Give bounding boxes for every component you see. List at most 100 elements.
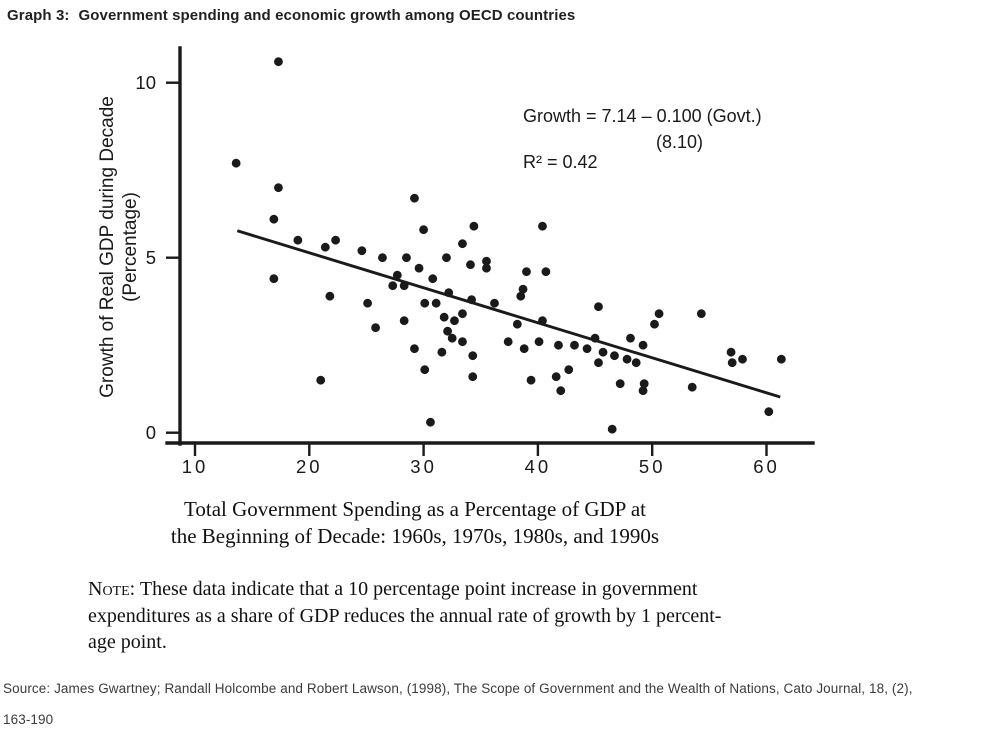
data-point bbox=[654, 309, 664, 319]
y-tick-label: 10 bbox=[135, 72, 156, 93]
data-point bbox=[776, 354, 786, 364]
x-axis-title-line-2: the Beginning of Decade: 1960s, 1970s, 1… bbox=[170, 524, 660, 548]
data-point bbox=[570, 340, 579, 350]
y-axis-title-line-2: (Percentage) bbox=[120, 192, 141, 302]
data-point bbox=[764, 407, 774, 417]
data-point bbox=[325, 291, 335, 301]
data-point bbox=[522, 267, 531, 277]
data-point bbox=[466, 260, 475, 270]
data-point bbox=[444, 288, 454, 298]
data-point bbox=[469, 221, 479, 231]
data-point bbox=[363, 298, 372, 308]
data-point bbox=[638, 386, 648, 396]
data-point bbox=[442, 253, 451, 263]
data-point bbox=[458, 337, 467, 347]
data-point bbox=[512, 319, 522, 329]
data-point bbox=[269, 274, 279, 284]
y-tick-label: 5 bbox=[146, 247, 156, 268]
note-prefix: Note: bbox=[88, 578, 136, 600]
data-point bbox=[598, 347, 608, 357]
data-point bbox=[519, 344, 529, 354]
data-point bbox=[410, 344, 419, 354]
y-axis-title-line-1: Growth of Real GDP during Decade bbox=[97, 96, 118, 398]
data-point bbox=[626, 333, 635, 343]
data-point bbox=[357, 246, 367, 256]
data-point bbox=[526, 375, 536, 385]
source-line-1: Source: James Gwartney; Randall Holcombe… bbox=[3, 681, 913, 696]
data-point bbox=[650, 319, 659, 329]
figure-title-label: Graph 3: bbox=[7, 7, 70, 24]
note-line-3: age point. bbox=[88, 631, 167, 653]
data-point bbox=[551, 372, 561, 382]
figure-title-text: Government spending and economic growth … bbox=[78, 7, 576, 24]
note: Note: These data indicate that a 10 perc… bbox=[88, 576, 848, 656]
data-point bbox=[293, 235, 303, 245]
data-point bbox=[638, 340, 648, 350]
figure-title: Graph 3: Government spending and economic… bbox=[7, 7, 575, 24]
data-point bbox=[516, 291, 526, 301]
data-point bbox=[482, 263, 491, 273]
data-point bbox=[639, 379, 649, 389]
data-point bbox=[467, 295, 477, 305]
data-point bbox=[482, 256, 491, 266]
data-point bbox=[726, 347, 736, 357]
x-tick-label: 10 bbox=[182, 456, 209, 477]
scatter-plot: 10 20 30 40 50 60 0 5 10 bbox=[135, 46, 815, 477]
data-point bbox=[554, 340, 563, 350]
note-line-1: Note: These data indicate that a 10 perc… bbox=[88, 578, 698, 600]
data-point bbox=[727, 358, 737, 368]
data-point bbox=[437, 347, 447, 357]
data-point bbox=[414, 263, 424, 273]
data-point bbox=[399, 281, 409, 291]
data-point bbox=[458, 239, 467, 249]
data-point bbox=[468, 372, 478, 382]
x-tick-label: 60 bbox=[753, 456, 780, 477]
x-tick-label: 20 bbox=[296, 456, 323, 477]
data-point bbox=[420, 365, 430, 375]
chart-area: 10 20 30 40 50 60 0 5 10 Growth of Real GDP duri… bbox=[0, 40, 987, 570]
data-point bbox=[316, 375, 326, 385]
data-point bbox=[231, 158, 241, 168]
data-point bbox=[687, 382, 697, 392]
source-line-2: 163-190 bbox=[3, 712, 54, 727]
data-point bbox=[610, 351, 619, 361]
y-axis-title: Growth of Real GDP during Decade (Percen… bbox=[96, 47, 144, 447]
data-point bbox=[426, 417, 435, 427]
data-point bbox=[402, 253, 411, 263]
regression-equation: Growth = 7.14 – 0.100 (Govt.) bbox=[523, 106, 762, 126]
note-line-2: expenditures as a share of GDP reduces t… bbox=[88, 604, 722, 627]
data-point bbox=[388, 281, 398, 291]
data-point bbox=[541, 267, 551, 277]
t-statistic: (8.10) bbox=[656, 132, 704, 152]
x-tick-label: 40 bbox=[525, 456, 552, 477]
data-point bbox=[320, 242, 330, 252]
data-point bbox=[410, 193, 419, 203]
data-point bbox=[420, 298, 430, 308]
data-point bbox=[443, 326, 453, 336]
regression-line bbox=[236, 229, 781, 399]
data-point bbox=[590, 333, 600, 343]
y-tick-label: 0 bbox=[146, 422, 156, 443]
data-point bbox=[538, 221, 547, 231]
x-axis-title: Total Government Spending as a Percentag… bbox=[0, 496, 830, 550]
data-point bbox=[582, 344, 592, 354]
data-point bbox=[458, 309, 467, 319]
data-point bbox=[450, 316, 459, 326]
data-point bbox=[490, 298, 499, 308]
x-tick-label: 50 bbox=[639, 456, 666, 477]
data-point bbox=[622, 354, 632, 364]
data-point bbox=[594, 302, 603, 312]
data-point bbox=[447, 333, 457, 343]
data-point bbox=[594, 358, 603, 368]
data-point bbox=[274, 57, 283, 67]
r-squared: R² = 0.42 bbox=[523, 152, 598, 172]
data-point bbox=[431, 298, 441, 308]
data-point bbox=[331, 235, 340, 245]
data-point bbox=[631, 358, 641, 368]
data-point bbox=[696, 309, 706, 319]
data-point bbox=[269, 214, 279, 224]
x-axis-title-line-1: Total Government Spending as a Percentag… bbox=[184, 497, 646, 521]
data-point bbox=[274, 183, 283, 193]
data-point bbox=[428, 274, 438, 284]
